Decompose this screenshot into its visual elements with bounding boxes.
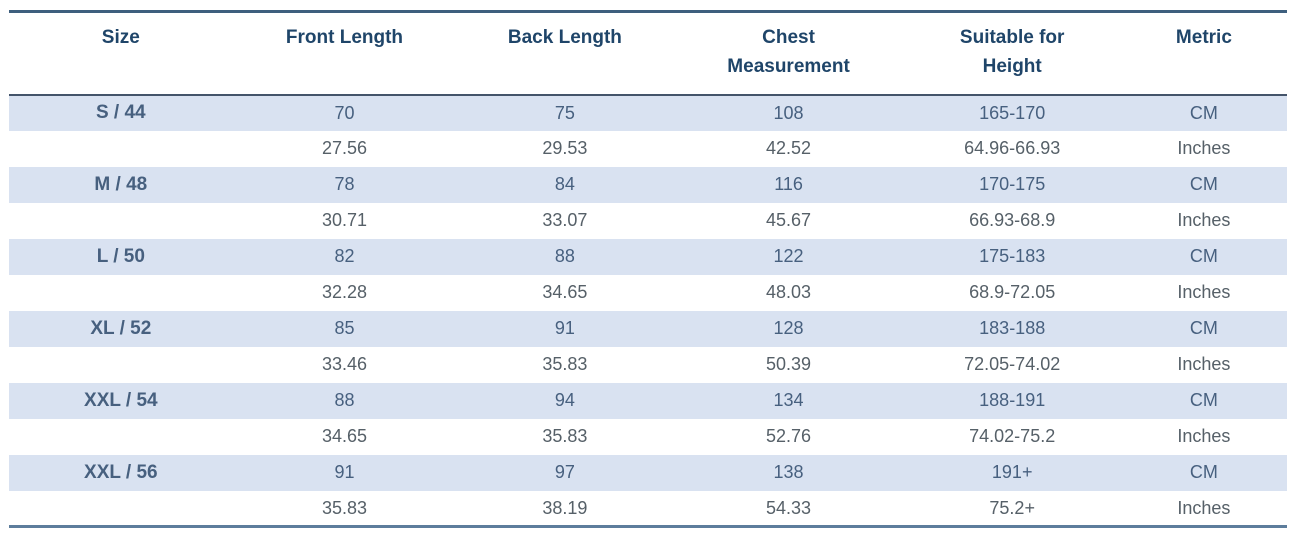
table-cell: 70 (232, 94, 457, 131)
table-cell: 88 (232, 382, 457, 419)
column-header-front-length-label: Front Length (285, 27, 404, 48)
column-header-chest-measurement: Chest Measurement (674, 12, 904, 95)
size-cell (9, 347, 233, 383)
metric-cell: CM (1120, 94, 1287, 131)
table-cell: 35.83 (321, 497, 367, 518)
metric-cell: CM (1120, 166, 1287, 203)
metric-cell: CM (1120, 310, 1287, 347)
table-cell: 38.19 (542, 497, 588, 518)
table-cell: 48.03 (766, 282, 812, 303)
table-cell: 30.71 (321, 210, 367, 231)
table-cell: 175-183 (903, 238, 1121, 275)
metric-cell: Inches (1177, 210, 1231, 231)
column-header-suitable-height-label: Suitable for Height (959, 27, 1065, 78)
column-header-back-length-label: Back Length (507, 27, 622, 48)
table-cell: 134 (673, 382, 904, 419)
metric-cell: CM (1120, 238, 1287, 275)
table-cell: 75 (456, 94, 674, 131)
column-header-metric: Metric (1121, 12, 1287, 95)
metric-cell: Inches (1177, 426, 1231, 447)
table-row-xxl54-inches: 34.65 35.83 52.76 74.02-75.2 Inches (9, 419, 1287, 455)
table-cell: 52.76 (766, 426, 812, 447)
size-cell: S / 44 (9, 94, 233, 131)
table-cell: 122 (673, 238, 904, 275)
table-cell: 88 (456, 238, 674, 275)
size-cell: XXL / 56 (9, 454, 233, 491)
table-cell: 91 (232, 454, 457, 491)
table-cell: 85 (232, 310, 457, 347)
table-cell: 78 (232, 166, 457, 203)
table-cell: 191+ (903, 454, 1121, 491)
table-cell: 35.83 (542, 354, 588, 375)
table-row-xxl56-inches: 35.83 38.19 54.33 75.2+ Inches (9, 491, 1287, 527)
table-cell: 170-175 (903, 166, 1121, 203)
table-cell: 183-188 (903, 310, 1121, 347)
size-cell: XXL / 54 (9, 382, 233, 419)
column-header-size-label: Size (101, 27, 140, 48)
table-cell: 84 (456, 166, 674, 203)
column-header-back-length: Back Length (456, 12, 673, 95)
metric-cell: Inches (1177, 354, 1231, 375)
column-header-chest-measurement-label: Chest Measurement (727, 27, 850, 78)
table-row-xl52-inches: 33.46 35.83 50.39 72.05-74.02 Inches (9, 347, 1287, 383)
table-cell: 34.65 (542, 282, 588, 303)
table-cell: 108 (673, 94, 904, 131)
table-cell: 97 (456, 454, 674, 491)
size-cell: L / 50 (9, 238, 233, 275)
metric-cell: Inches (1177, 497, 1231, 518)
table-row-xxl54-cm: XXL / 54 88 94 134 188-191 CM (9, 382, 1287, 419)
size-chart-table: Size Front Length Back Length Chest Meas… (9, 10, 1287, 529)
size-cell (9, 275, 233, 311)
size-cell (9, 203, 233, 239)
table-cell: 116 (673, 166, 904, 203)
table-cell: 42.52 (766, 138, 812, 159)
metric-cell: CM (1120, 382, 1287, 419)
table-cell: 138 (673, 454, 904, 491)
table-cell: 33.46 (321, 354, 367, 375)
table-row-l50-cm: L / 50 82 88 122 175-183 CM (9, 238, 1287, 275)
table-cell: 68.9-72.05 (969, 282, 1056, 303)
column-header-front-length: Front Length (233, 12, 457, 95)
table-row-m48-cm: M / 48 78 84 116 170-175 CM (9, 166, 1287, 203)
table-cell: 45.67 (766, 210, 812, 231)
table-cell: 35.83 (542, 426, 588, 447)
size-cell (9, 491, 233, 527)
table-cell: 188-191 (903, 382, 1121, 419)
column-header-size: Size (9, 12, 233, 95)
table-cell: 50.39 (766, 354, 812, 375)
table-cell: 82 (232, 238, 457, 275)
table-row-xxl56-cm: XXL / 56 91 97 138 191+ CM (9, 454, 1287, 491)
table-cell: 27.56 (321, 138, 367, 159)
header-row: Size Front Length Back Length Chest Meas… (9, 12, 1287, 95)
size-cell: XL / 52 (9, 310, 233, 347)
column-header-metric-label: Metric (1175, 27, 1232, 48)
table-row-m48-inches: 30.71 33.07 45.67 66.93-68.9 Inches (9, 203, 1287, 239)
table-cell: 29.53 (542, 138, 588, 159)
table-cell: 75.2+ (989, 497, 1035, 518)
table-cell: 74.02-75.2 (969, 426, 1056, 447)
table-cell: 165-170 (903, 94, 1121, 131)
metric-cell: Inches (1177, 282, 1231, 303)
table-cell: 66.93-68.9 (969, 210, 1056, 231)
table-cell: 33.07 (542, 210, 588, 231)
table-cell: 54.33 (766, 497, 812, 518)
table-cell: 128 (673, 310, 904, 347)
column-header-suitable-height: Suitable for Height (904, 12, 1121, 95)
table-cell: 64.96-66.93 (964, 138, 1061, 159)
size-cell: M / 48 (9, 166, 233, 203)
table-cell: 91 (456, 310, 674, 347)
table-cell: 72.05-74.02 (964, 354, 1061, 375)
metric-cell: Inches (1177, 138, 1231, 159)
size-cell (9, 131, 233, 167)
table-row-l50-inches: 32.28 34.65 48.03 68.9-72.05 Inches (9, 275, 1287, 311)
metric-cell: CM (1120, 454, 1287, 491)
table-row-s44-inches: 27.56 29.53 42.52 64.96-66.93 Inches (9, 131, 1287, 167)
size-cell (9, 419, 233, 455)
table-cell: 32.28 (321, 282, 367, 303)
table-row-xl52-cm: XL / 52 85 91 128 183-188 CM (9, 310, 1287, 347)
table-cell: 34.65 (321, 426, 367, 447)
table-row-s44-cm: S / 44 70 75 108 165-170 CM (9, 94, 1287, 131)
table-cell: 94 (456, 382, 674, 419)
